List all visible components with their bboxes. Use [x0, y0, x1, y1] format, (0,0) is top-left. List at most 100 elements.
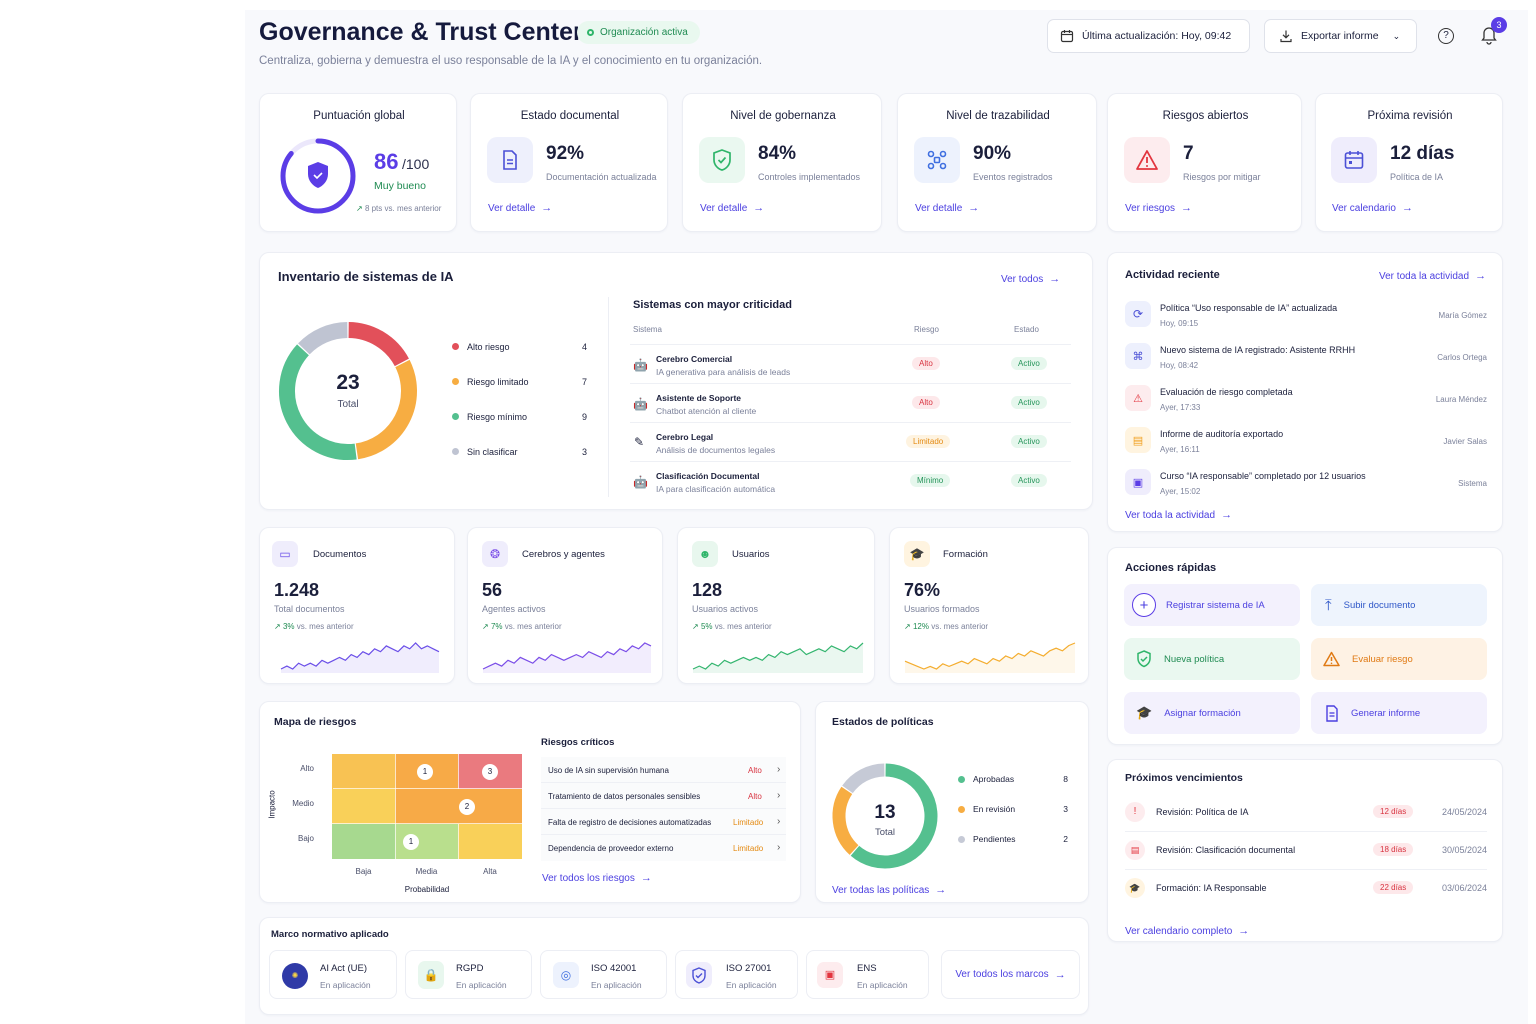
all-risks-link[interactable]: Ver todos los riesgos →	[542, 872, 652, 884]
system-desc: Chatbot atención al cliente	[656, 406, 757, 416]
list-item[interactable]: ⟳ Política “Uso responsable de IA” actua…	[1125, 295, 1487, 337]
table-row[interactable]: 🤖 Clasificación Documental IA para clasi…	[630, 462, 1071, 501]
list-item[interactable]: ⚠ Evaluación de riesgo completada Ayer, …	[1125, 379, 1487, 421]
table-row[interactable]: 🤖 Asistente de Soporte Chatbot atención …	[630, 384, 1071, 423]
risk-level: Alto	[748, 766, 762, 775]
risks-link[interactable]: Ver riesgos →	[1125, 202, 1192, 214]
list-item[interactable]: Tratamiento de datos personales sensible…	[541, 783, 786, 809]
policies-legend: Aprobadas 8 En revisión 3 Pendientes 2	[958, 764, 1068, 854]
table-row[interactable]: ✎ Cerebro Legal Análisis de documentos l…	[630, 423, 1071, 462]
donut-segment-0[interactable]	[850, 763, 938, 869]
legend-count: 3	[1063, 804, 1068, 814]
generate-report-button[interactable]: Generar informe	[1311, 692, 1487, 734]
framework-item[interactable]: ◎ ISO 42001 En aplicación	[540, 950, 667, 999]
arrow-right-icon: →	[968, 202, 980, 214]
framework-item[interactable]: 🔒 RGPD En aplicación	[405, 950, 532, 999]
column-header: Estado	[1014, 325, 1039, 334]
assign-training-button[interactable]: 🎓 Asignar formación	[1124, 692, 1300, 734]
download-icon	[1280, 30, 1292, 43]
all-frameworks-link[interactable]: Ver todos los marcos →	[955, 969, 1065, 981]
heatmap-cell[interactable]	[332, 754, 395, 789]
risk-count-bubble[interactable]: 1	[417, 764, 433, 780]
heatmap-cell[interactable]	[332, 789, 395, 824]
kpi-value: 84%	[758, 143, 797, 164]
all-policies-link[interactable]: Ver todas las políticas →	[832, 884, 946, 896]
list-item[interactable]: ▣ Curso “IA responsable” completado por …	[1125, 463, 1487, 505]
framework-item[interactable]: ▣ ENS En aplicación	[806, 950, 929, 999]
trend-suffix: vs. mes anterior	[931, 622, 989, 631]
table-row[interactable]: 🤖 Cerebro Comercial IA generativa para a…	[630, 345, 1071, 384]
cap-icon: 🎓	[1136, 705, 1153, 720]
stat-trend: ↗ 7% vs. mes anterior	[482, 622, 562, 631]
activity-view-all-bottom-link[interactable]: Ver toda la actividad →	[1125, 509, 1232, 521]
table-header: Sistema Riesgo Estado	[633, 325, 1071, 343]
row-label: Alto	[300, 764, 314, 773]
donut-segment-1[interactable]	[355, 359, 417, 460]
legend-label: Riesgo limitado	[467, 376, 529, 387]
all-frameworks-button[interactable]: Ver todos los marcos →	[941, 950, 1080, 999]
arrow-right-icon: →	[1221, 509, 1233, 521]
legend-item: Aprobadas 8	[958, 764, 1068, 794]
risk-count-bubble[interactable]: 3	[482, 764, 498, 780]
document-icon: ▤	[1125, 840, 1145, 860]
donut-segment-1[interactable]	[832, 786, 859, 855]
register-system-button[interactable]: + Registrar sistema de IA	[1124, 584, 1300, 626]
list-item[interactable]: ! Revisión: Política de IA 12 días 24/05…	[1125, 794, 1487, 832]
list-item[interactable]: 🎓 Formación: IA Responsable 22 días 03/0…	[1125, 870, 1487, 908]
plus-icon: +	[1132, 593, 1156, 617]
arrow-right-icon: →	[1475, 270, 1487, 282]
inventory-view-all-link[interactable]: Ver todos →	[1001, 273, 1060, 285]
heatmap-cell[interactable]	[332, 824, 395, 859]
new-policy-button[interactable]: Nueva política	[1124, 638, 1300, 680]
arrow-right-icon: →	[1054, 968, 1066, 981]
full-calendar-link[interactable]: Ver calendario completo →	[1125, 925, 1249, 937]
list-item[interactable]: Dependencia de proveedor externo Limitad…	[541, 835, 786, 861]
help-icon[interactable]: ?	[1438, 28, 1454, 44]
framework-item[interactable]: ISO 27001 En aplicación	[675, 950, 798, 999]
status-pill: Activo	[1011, 396, 1047, 409]
heatmap-cell[interactable]	[395, 789, 522, 824]
heatmap-cell[interactable]	[458, 824, 522, 859]
policies-card: Estados de políticas 13 Total Aprobadas 8…	[815, 701, 1089, 903]
risk-count-bubble[interactable]: 2	[459, 799, 475, 815]
sparkline-line	[692, 642, 864, 670]
donut-segment-2[interactable]	[842, 763, 885, 794]
calendar-link[interactable]: Ver calendario →	[1332, 202, 1413, 214]
risk-count-bubble[interactable]: 1	[403, 834, 419, 850]
evaluate-risk-button[interactable]: Evaluar riesgo	[1311, 638, 1487, 680]
last-update-button[interactable]: Última actualización: Hoy, 09:42	[1047, 19, 1250, 53]
list-item[interactable]: Uso de IA sin supervisión humana Alto ›	[541, 757, 786, 783]
export-report-button[interactable]: Exportar informe ⌄	[1264, 19, 1417, 53]
list-item[interactable]: ⌘ Nuevo sistema de IA registrado: Asiste…	[1125, 337, 1487, 379]
upload-document-button[interactable]: ⤒ Subir documento	[1311, 584, 1487, 626]
system-name: Clasificación Documental	[656, 471, 760, 481]
activity-view-all-top-link[interactable]: Ver toda la actividad →	[1379, 270, 1486, 282]
quick-actions-title: Acciones rápidas	[1125, 562, 1217, 574]
critical-risks-list: Uso de IA sin supervisión humana Alto › …	[541, 757, 786, 861]
governance-detail-link[interactable]: Ver detalle →	[700, 202, 764, 214]
trend-value: 3%	[282, 622, 295, 631]
status-badge-label: Organización activa	[600, 27, 688, 38]
legend-item: Alto riesgo 4	[452, 329, 587, 364]
chevron-right-icon: ›	[777, 816, 781, 827]
list-item[interactable]: ▤ Revisión: Clasificación documental 18 …	[1125, 832, 1487, 870]
donut-segment-2[interactable]	[279, 344, 357, 460]
risk-level: Limitado	[733, 818, 764, 827]
notifications-count-badge: 3	[1491, 17, 1507, 33]
shield-icon	[308, 162, 328, 188]
stat-caption: Usuarios activos	[692, 604, 759, 614]
shield-icon	[1137, 650, 1151, 668]
donut-segment-0[interactable]	[348, 322, 409, 367]
legend-dot	[452, 343, 459, 350]
list-item[interactable]: Falta de registro de decisiones automati…	[541, 809, 786, 835]
users-sparkline	[692, 642, 864, 673]
docs-detail-link[interactable]: Ver detalle →	[488, 202, 552, 214]
stat-title: Usuarios	[732, 549, 770, 560]
notifications-button[interactable]: 3	[1480, 17, 1507, 50]
framework-name: RGPD	[456, 963, 484, 974]
traceability-detail-link[interactable]: Ver detalle →	[915, 202, 979, 214]
framework-item[interactable]: ✺ AI Act (UE) En aplicación	[269, 950, 397, 999]
sparkline-line	[280, 642, 440, 670]
donut-segment-3[interactable]	[298, 322, 348, 355]
list-item[interactable]: ▤ Informe de auditoría exportado Ayer, 1…	[1125, 421, 1487, 463]
